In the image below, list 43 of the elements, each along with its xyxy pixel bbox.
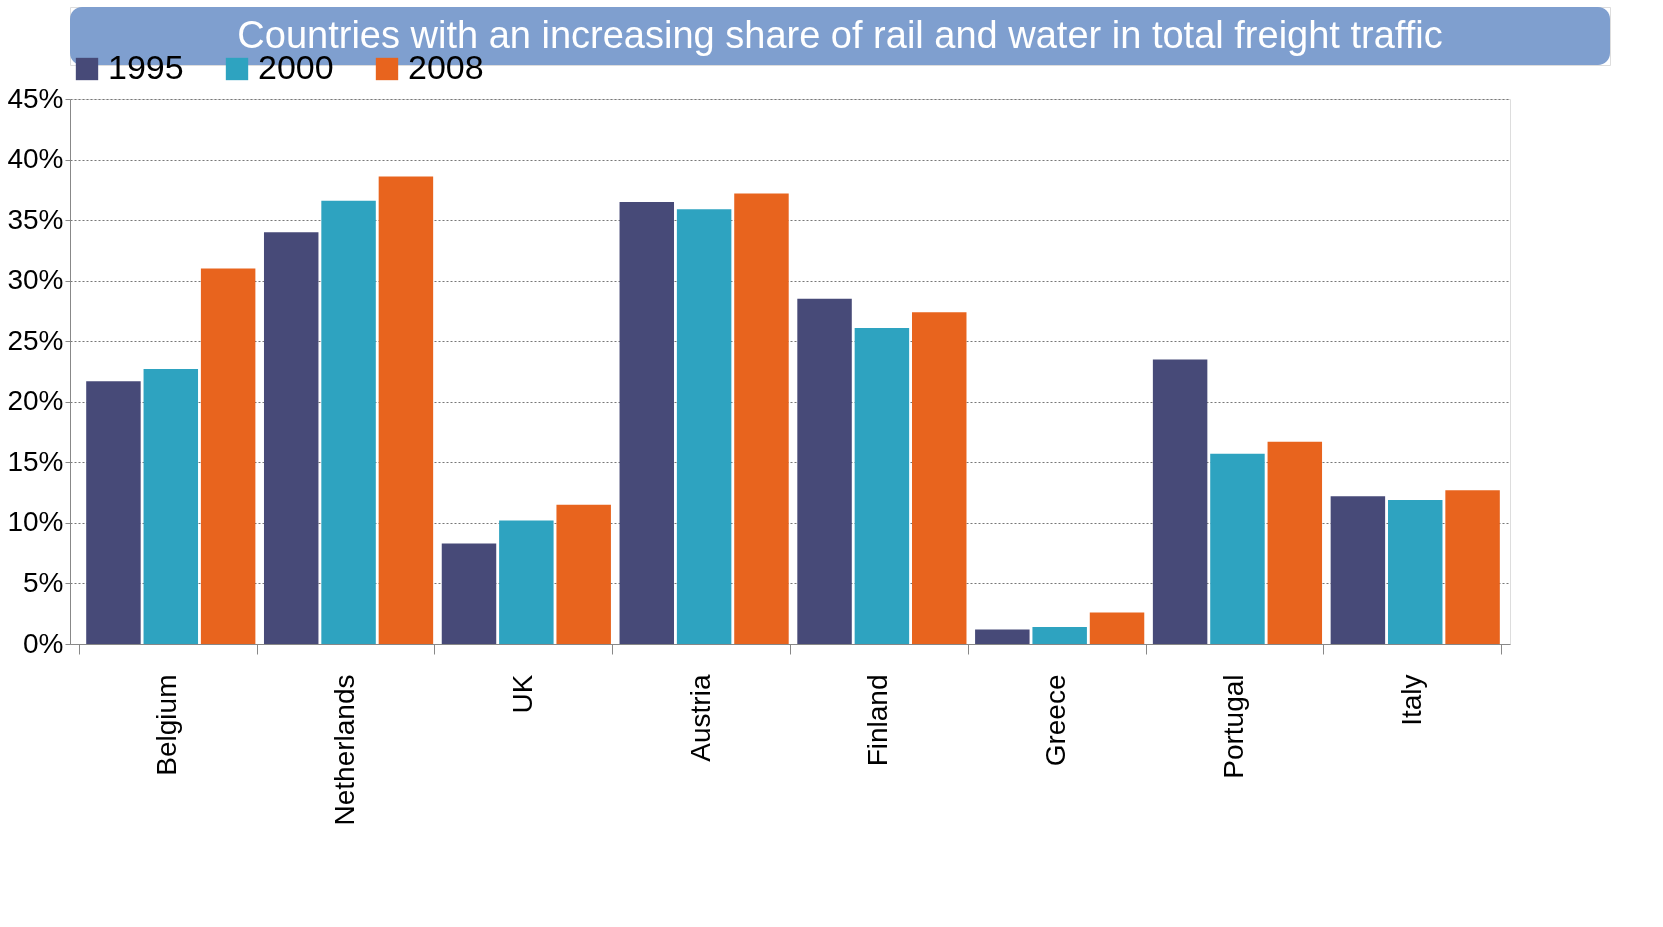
bar xyxy=(321,200,376,644)
legend-label: 1995 xyxy=(108,48,184,86)
bar xyxy=(1445,490,1500,644)
bar xyxy=(854,327,910,644)
y-tick-label: 25% xyxy=(7,324,64,356)
y-tick-label: 20% xyxy=(7,385,64,417)
x-tick-label: Finland xyxy=(862,674,894,767)
bar xyxy=(797,298,852,644)
bar xyxy=(734,193,789,644)
bar xyxy=(975,629,1030,644)
bar xyxy=(1387,499,1443,644)
x-tick-label: Portugal xyxy=(1217,674,1249,779)
y-tick-label: 45% xyxy=(7,82,64,114)
bar xyxy=(86,381,141,644)
y-tick-label: 35% xyxy=(7,203,64,235)
x-tick-label: Belgium xyxy=(151,674,183,776)
x-tick-label: Netherlands xyxy=(329,674,361,826)
y-tick-label: 30% xyxy=(7,264,64,296)
bar xyxy=(676,209,732,644)
x-tick-label: Greece xyxy=(1040,674,1072,767)
bar xyxy=(1330,496,1386,644)
bar xyxy=(499,520,554,644)
bar xyxy=(912,312,967,644)
bar xyxy=(1152,359,1208,644)
y-tick-label: 40% xyxy=(7,143,64,175)
bar xyxy=(1210,453,1265,644)
x-tick-label: Austria xyxy=(684,674,716,762)
bar xyxy=(1089,612,1145,644)
x-tick-label: Italy xyxy=(1395,674,1427,726)
bar xyxy=(378,176,434,644)
y-tick-label: 0% xyxy=(23,627,64,659)
bar xyxy=(1267,441,1323,644)
bar xyxy=(263,232,319,644)
bar xyxy=(619,201,675,644)
bar xyxy=(441,543,497,644)
y-tick-label: 10% xyxy=(7,506,64,538)
y-tick-label: 15% xyxy=(7,445,64,477)
bar xyxy=(1032,627,1087,644)
bar xyxy=(143,369,199,644)
x-tick-label: UK xyxy=(506,674,538,714)
y-tick-label: 5% xyxy=(23,566,64,598)
bar xyxy=(200,268,256,644)
bar xyxy=(556,504,611,644)
